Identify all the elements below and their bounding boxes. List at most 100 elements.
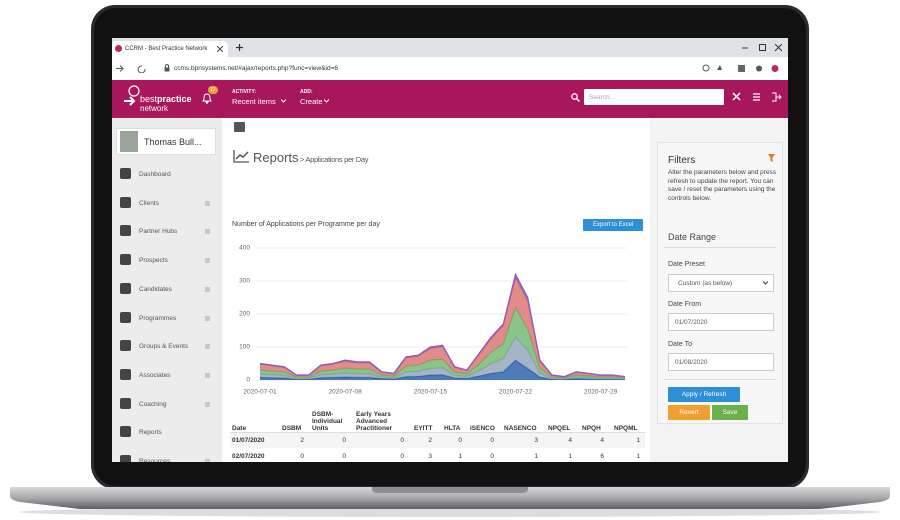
menu-indicator: [205, 286, 210, 292]
column-header: EYITT: [414, 425, 433, 432]
filters-description: Alter the parameters below and press ref…: [668, 169, 777, 202]
logo-network: network: [140, 104, 169, 113]
menu-icon: [120, 426, 131, 438]
shadow: [20, 507, 880, 517]
chart-subtitle: Number of Applications per Programme per…: [232, 221, 380, 228]
menu-label: Reports: [139, 429, 162, 437]
series-line: [259, 272, 626, 378]
url[interactable]: ccms.bpnsystems.net/#ajax/reports.php?fu…: [174, 65, 339, 72]
lock-icon: [164, 64, 170, 72]
base-notch: [372, 487, 528, 493]
table-cell: 2: [428, 437, 432, 444]
menu-item[interactable]: Prospects: [112, 249, 222, 273]
menu-indicator: [205, 315, 210, 321]
date-cell: 01/07/2020: [232, 437, 265, 444]
area-chart: 0 100 200 300 400 2020-07-01 2020-07-08 2020-07…: [239, 245, 627, 396]
menu-label: Resources: [139, 458, 171, 462]
user-name: Thomas Bull...: [144, 137, 202, 147]
area: [260, 277, 625, 378]
sidebar: Thomas Bull... Dashboard Clients Partner H…: [112, 118, 222, 462]
right-panel: Filters Alter the parameters below and p…: [650, 118, 788, 462]
table-cell: 1: [636, 437, 640, 444]
browser-tab[interactable]: CCRM - Best Practice Network: [112, 41, 228, 57]
avatar: [120, 131, 138, 152]
breadcrumb: > Applications per Day: [300, 155, 369, 164]
menu-icon: [120, 225, 131, 237]
x-tick-label: 2020-07-01: [243, 389, 277, 396]
header-icons[interactable]: [732, 92, 782, 102]
x-tick-label: 2020-07-29: [584, 389, 618, 396]
app-header: bestpractice network 12 ACTIVITY: Recent…: [112, 80, 788, 118]
menu-label: Groups & Events: [139, 343, 189, 351]
nav-buttons[interactable]: [116, 64, 156, 73]
menu-item[interactable]: Groups & Events: [112, 335, 222, 359]
save-button[interactable]: Save: [712, 405, 748, 420]
menu-item[interactable]: Associates: [112, 364, 222, 388]
tab-title: CCRM - Best Practice Network: [125, 46, 208, 52]
menu-label: Associates: [139, 371, 171, 379]
menu-item[interactable]: Dashboard: [112, 163, 222, 187]
export-button[interactable]: Export to Excel: [583, 219, 643, 231]
date-to-label: Date To: [668, 341, 692, 348]
apply-button[interactable]: Apply / Refresh: [668, 387, 740, 402]
date-to-value: 01/08/2020: [675, 359, 708, 366]
search-input[interactable]: Search...: [584, 89, 724, 105]
date-preset-value: Custom (as below): [678, 280, 733, 287]
menu-item[interactable]: Clients: [112, 192, 222, 216]
table-cell: 1: [534, 452, 538, 460]
menu-item[interactable]: Resources: [112, 450, 222, 462]
menu-indicator: [205, 344, 210, 350]
menu-indicator: [205, 401, 210, 407]
table-cell: 3: [534, 437, 538, 444]
tab-strip: CCRM - Best Practice Network: [112, 38, 788, 57]
add-menu[interactable]: Create: [300, 97, 323, 106]
main-content: Reports > Applications per Day Number of…: [222, 118, 650, 462]
area: [260, 307, 625, 379]
logo-practice: practice: [157, 94, 192, 104]
x-tick-label: 2020-07-22: [499, 389, 533, 396]
menu-icon: [120, 397, 131, 409]
bell-icon[interactable]: [202, 93, 212, 104]
activity-menu[interactable]: Recent items: [232, 97, 276, 106]
table-cell: 1: [636, 452, 640, 460]
table-cell: 2: [300, 437, 304, 444]
date-from-input[interactable]: 01/07/2020: [668, 313, 774, 331]
revert-button[interactable]: Revert: [668, 405, 710, 420]
column-header: DSBM-Individual Units: [312, 411, 343, 432]
table-cell: 0: [400, 452, 404, 460]
date-preset-select[interactable]: Custom (as below): [668, 274, 774, 292]
x-tick-label: 2020-07-15: [414, 389, 448, 396]
browser-icons[interactable]: [702, 64, 782, 73]
menu-item[interactable]: Candidates: [112, 278, 222, 302]
menu-label: Candidates: [139, 285, 172, 293]
table-cell: 0: [400, 437, 404, 444]
date-from-label: Date From: [668, 301, 702, 308]
logo-text: bestpractice: [140, 94, 192, 104]
report-title: Reports: [253, 150, 299, 165]
table-row: 02/07/2020 0 0 0 3 1 0 1 1 6 1: [230, 448, 645, 462]
menu-item[interactable]: Coaching: [112, 393, 222, 417]
menu-item[interactable]: Reports: [112, 421, 222, 445]
menu-item[interactable]: Programmes: [112, 307, 222, 331]
table-cell: 6: [600, 452, 604, 460]
area: [260, 360, 625, 380]
column-header: DSBM: [282, 425, 302, 432]
menu-label: Partner Hubs: [139, 228, 178, 236]
date-from-value: 01/07/2020: [675, 319, 708, 326]
menu-label: Prospects: [139, 257, 168, 265]
table-cell: 0: [342, 452, 346, 460]
table-cell: 0: [490, 437, 494, 444]
menu-icon: [120, 455, 131, 462]
date-to-input[interactable]: 01/08/2020: [668, 353, 774, 371]
refresh-button[interactable]: [234, 122, 245, 132]
y-tick-label: 300: [239, 278, 250, 285]
filter-icon[interactable]: [768, 154, 775, 162]
menu-item[interactable]: Partner Hubs: [112, 220, 222, 244]
user-card[interactable]: Thomas Bull...: [116, 128, 216, 155]
window-controls[interactable]: [742, 44, 782, 52]
tab-close[interactable]: [217, 46, 223, 52]
new-tab[interactable]: [236, 44, 243, 51]
laptop-base: [10, 487, 890, 509]
x-tick-label: 2020-07-08: [329, 389, 363, 396]
column-header: Date: [232, 425, 247, 432]
